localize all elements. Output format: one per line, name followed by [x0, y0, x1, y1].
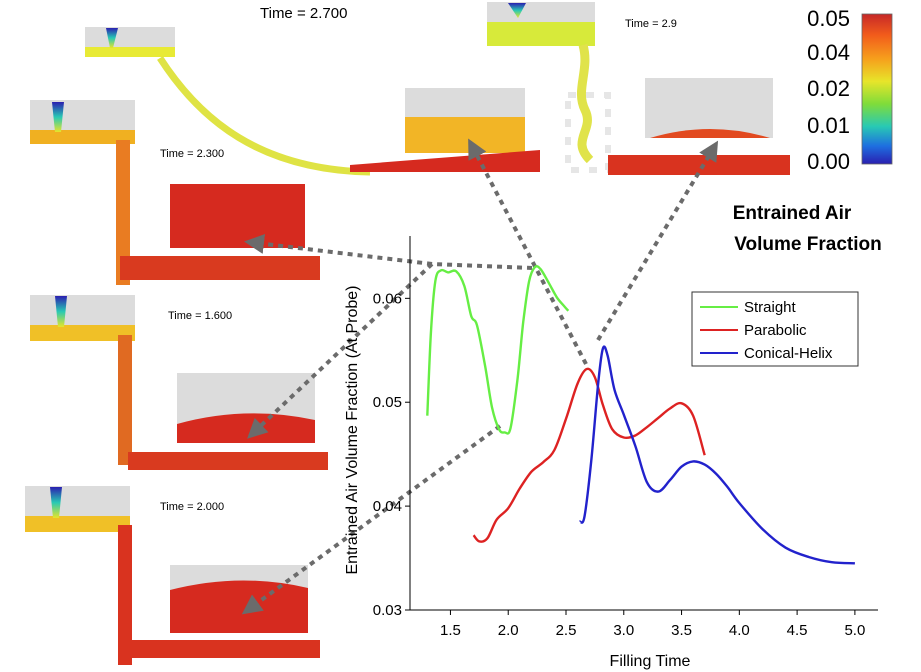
y-tick-label: 0.05 — [373, 394, 402, 411]
colorbar-tick: 0.04 — [807, 40, 850, 65]
cavity-metal — [170, 184, 305, 248]
x-tick-label: 4.5 — [787, 622, 808, 639]
pointer-arrow-2300-link — [431, 262, 533, 270]
time-label-2000: Time = 2.000 — [160, 501, 224, 513]
x-tick-label: 2.5 — [556, 622, 577, 639]
helix-sprue — [577, 43, 594, 164]
time-label-2300: Time = 2.300 — [160, 148, 224, 160]
colorbar-tick: 0.05 — [807, 6, 850, 31]
cavity-metal — [170, 580, 308, 633]
basin-metal — [487, 22, 595, 46]
y-axis-ticks: 0.03 0.04 0.05 0.06 — [373, 290, 410, 619]
sprue-inlet — [55, 296, 67, 327]
x-axis-label: Filling Time — [610, 653, 691, 670]
y-tick-label: 0.03 — [373, 602, 402, 619]
sprue-inlet — [52, 102, 64, 132]
basin-metal — [30, 130, 135, 144]
pointer-arrows — [241, 138, 719, 615]
pointer-arrow-2300 — [244, 233, 433, 266]
series-line-parabolic — [472, 367, 706, 543]
series-line-conical-helix — [578, 345, 855, 565]
snapshot-straight-2300: Time = 2.300 — [30, 100, 320, 285]
basin-metal — [25, 516, 130, 532]
colorbar: 0.05 0.04 0.02 0.01 0.00 Entrained Air V… — [733, 6, 893, 255]
runner-bar — [120, 640, 320, 658]
straight-sprue — [116, 140, 130, 285]
pointer-arrow-2000 — [241, 424, 502, 615]
x-tick-label: 1.5 — [440, 622, 461, 639]
straight-sprue — [118, 525, 132, 665]
colorbar-gradient — [861, 13, 893, 165]
cavity-metal — [405, 117, 525, 153]
legend-label-conical-helix: Conical-Helix — [744, 345, 833, 362]
snapshot-straight-1600: Time = 1.600 — [30, 295, 328, 470]
x-tick-label: 2.0 — [498, 622, 519, 639]
parabolic-runner — [157, 56, 371, 176]
legend: Straight Parabolic Conical-Helix — [691, 291, 859, 367]
snapshot-straight-2000: Time = 2.000 — [25, 486, 320, 665]
pointer-arrow-2700 — [468, 138, 588, 365]
line-chart: 1.5 2.0 2.5 3.0 3.5 4.0 4.5 5.0 0.030.040.050.0… — [344, 236, 878, 670]
x-tick-label: 4.0 — [729, 622, 750, 639]
time-label-2700: Time = 2.700 — [260, 5, 347, 22]
legend-label-straight: Straight — [744, 299, 797, 316]
snapshot-parabolic-2700: Time = 2.700 — [85, 5, 540, 176]
runner-bar — [128, 452, 328, 470]
x-axis-ticks: 1.5 2.0 2.5 3.0 3.5 4.0 4.5 5.0 — [440, 610, 865, 639]
colorbar-title-line2: Volume Fraction — [734, 234, 881, 255]
y-axis-label: Entrained Air Volume Fraction (At Probe) — [344, 285, 361, 574]
time-label-29: Time = 2.9 — [625, 18, 677, 30]
y-tick-label: 0.04 — [373, 498, 402, 515]
runner-bar — [350, 150, 540, 172]
pointer-arrow-29 — [596, 140, 719, 342]
basin-metal — [85, 47, 175, 57]
colorbar-tick: 0.00 — [807, 149, 850, 174]
straight-sprue — [118, 335, 132, 465]
basin-metal — [30, 325, 135, 341]
runner-bar — [608, 155, 790, 175]
snapshot-conical-helix-29: Time = 2.9 — [487, 2, 790, 175]
sprue-inlet — [508, 3, 526, 18]
sprue-inlet — [50, 487, 62, 518]
y-tick-label: 0.06 — [373, 290, 402, 307]
casting-cavity — [645, 78, 773, 138]
legend-label-parabolic: Parabolic — [744, 322, 807, 339]
x-tick-label: 5.0 — [844, 622, 865, 639]
cavity-metal — [650, 129, 770, 138]
sprue-inlet — [106, 28, 118, 48]
time-label-1600: Time = 1.600 — [168, 310, 232, 322]
colorbar-title-line1: Entrained Air — [733, 203, 852, 224]
cavity-metal — [177, 413, 315, 443]
x-tick-label: 3.5 — [671, 622, 692, 639]
colorbar-tick: 0.01 — [807, 113, 850, 138]
series-lines — [426, 265, 855, 565]
helix-coils — [565, 92, 611, 173]
x-tick-label: 3.0 — [613, 622, 634, 639]
runner-bar — [120, 256, 320, 280]
series-line-straight — [426, 265, 570, 435]
pointer-arrow-1600 — [247, 262, 434, 439]
colorbar-tick: 0.02 — [807, 76, 850, 101]
